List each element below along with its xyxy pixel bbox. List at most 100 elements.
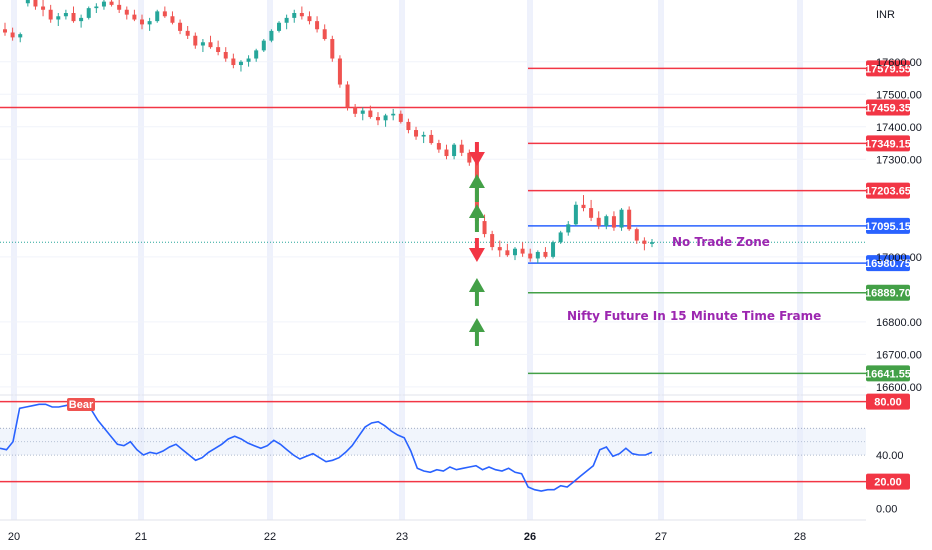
buy-arrow-stem bbox=[474, 292, 479, 306]
buy-arrow-stem bbox=[474, 332, 479, 346]
candle-body bbox=[170, 16, 175, 23]
price-tick-label: 16600.00 bbox=[876, 382, 922, 394]
price-tick-label: 17400.00 bbox=[876, 122, 922, 134]
candle-body bbox=[421, 134, 426, 137]
candle-body bbox=[41, 6, 46, 10]
candle-body bbox=[383, 115, 388, 121]
candle-body bbox=[330, 39, 335, 59]
candle-body bbox=[63, 13, 68, 17]
candle-body bbox=[452, 144, 457, 157]
level-badge bbox=[866, 60, 910, 77]
currency-label: INR bbox=[876, 9, 895, 21]
level-badge bbox=[866, 182, 910, 199]
candle-body bbox=[208, 42, 213, 48]
bear-badge bbox=[67, 398, 95, 411]
level-badge bbox=[866, 365, 910, 382]
candle-body bbox=[132, 14, 137, 20]
price-levels: 17579.55 17459.35 17349.15 17203.65 17095.15… bbox=[0, 60, 911, 382]
candle-body bbox=[596, 217, 601, 226]
candle-body bbox=[162, 11, 167, 17]
candle-body bbox=[284, 17, 289, 23]
time-axis[interactable]: 20 21 22 23 26 27 28 bbox=[0, 519, 866, 543]
candle-body bbox=[238, 61, 243, 66]
candle-body bbox=[101, 1, 106, 7]
candle-body bbox=[558, 232, 563, 243]
buy-arrow bbox=[468, 204, 485, 218]
candle-body bbox=[277, 22, 282, 31]
price-tick-label: 17300.00 bbox=[876, 154, 922, 166]
candle-body bbox=[467, 152, 472, 163]
time-tick-label: 22 bbox=[264, 531, 276, 543]
candle-body bbox=[86, 8, 91, 18]
candle-body bbox=[391, 113, 396, 116]
level-badge-label: 16980.75 bbox=[865, 258, 911, 270]
level-badge bbox=[866, 135, 910, 152]
candle-body bbox=[307, 16, 312, 22]
osc-level-badge-label: 80.00 bbox=[874, 397, 902, 409]
oscillator-line bbox=[0, 400, 653, 492]
osc-tick-label: 40.00 bbox=[876, 450, 904, 462]
buy-arrow bbox=[468, 174, 485, 188]
candle-body bbox=[315, 21, 320, 30]
candle-body bbox=[269, 30, 274, 41]
osc-level-badge bbox=[866, 393, 910, 410]
candle-body bbox=[10, 32, 15, 38]
candle-body bbox=[79, 17, 84, 22]
candle-body bbox=[406, 121, 411, 131]
price-tick-label: 17000.00 bbox=[876, 252, 922, 264]
candle-body bbox=[94, 6, 99, 9]
price-tick-label: 16700.00 bbox=[876, 349, 922, 361]
candle-body bbox=[25, 0, 30, 4]
buy-arrow-stem bbox=[474, 188, 479, 202]
price-axis[interactable]: 17600.00 17500.00 17400.00 17300.00 17000.00… bbox=[876, 57, 922, 394]
candle-body bbox=[619, 209, 624, 228]
level-badge-label: 17459.35 bbox=[865, 102, 911, 114]
price-tick-label: 17600.00 bbox=[876, 57, 922, 69]
time-tick-label: 27 bbox=[655, 531, 667, 543]
candle-body bbox=[124, 9, 129, 15]
price-tick-label: 17500.00 bbox=[876, 89, 922, 101]
candle-body bbox=[611, 216, 616, 228]
level-badge-label: 17579.55 bbox=[865, 63, 911, 75]
candle-body bbox=[147, 21, 152, 25]
candle-body bbox=[48, 9, 53, 20]
level-badge bbox=[866, 255, 910, 272]
candle-body bbox=[345, 84, 350, 108]
candle-body bbox=[398, 113, 403, 122]
grid-lines bbox=[0, 61, 866, 396]
level-badge-label: 17203.65 bbox=[865, 186, 911, 198]
candle-body bbox=[3, 29, 7, 33]
candle-body bbox=[231, 58, 236, 66]
candle-body bbox=[634, 229, 639, 241]
candle-body bbox=[627, 209, 632, 230]
level-badge-label: 16641.55 bbox=[865, 368, 911, 380]
candle-body bbox=[650, 242, 654, 244]
candle-body bbox=[535, 251, 540, 259]
candle-body bbox=[490, 234, 495, 248]
time-tick-label: 20 bbox=[8, 531, 20, 543]
sell-arrow bbox=[468, 152, 485, 166]
candle-body bbox=[178, 22, 183, 31]
candle-body bbox=[368, 110, 373, 118]
osc-level-badge-label: 20.00 bbox=[874, 477, 902, 489]
candle-body bbox=[543, 251, 548, 257]
candle-body bbox=[642, 240, 647, 244]
price-tick-label: 16800.00 bbox=[876, 317, 922, 329]
candle-body bbox=[155, 11, 160, 22]
candle-body bbox=[375, 117, 380, 121]
candle-body bbox=[33, 0, 38, 7]
level-badge-label: 16889.70 bbox=[865, 288, 911, 300]
buy-arrow-stem bbox=[474, 218, 479, 232]
candle-body bbox=[292, 13, 297, 18]
level-badge bbox=[866, 217, 910, 234]
candle-body bbox=[573, 204, 578, 225]
candle-body bbox=[216, 47, 221, 53]
candle-body bbox=[109, 1, 114, 5]
time-tick-label: 26 bbox=[524, 531, 536, 543]
osc-tick-label: 0.00 bbox=[876, 503, 897, 515]
candle-body bbox=[193, 35, 198, 46]
level-badge bbox=[866, 284, 910, 301]
candle-body bbox=[505, 250, 510, 256]
candle-body bbox=[497, 247, 502, 251]
